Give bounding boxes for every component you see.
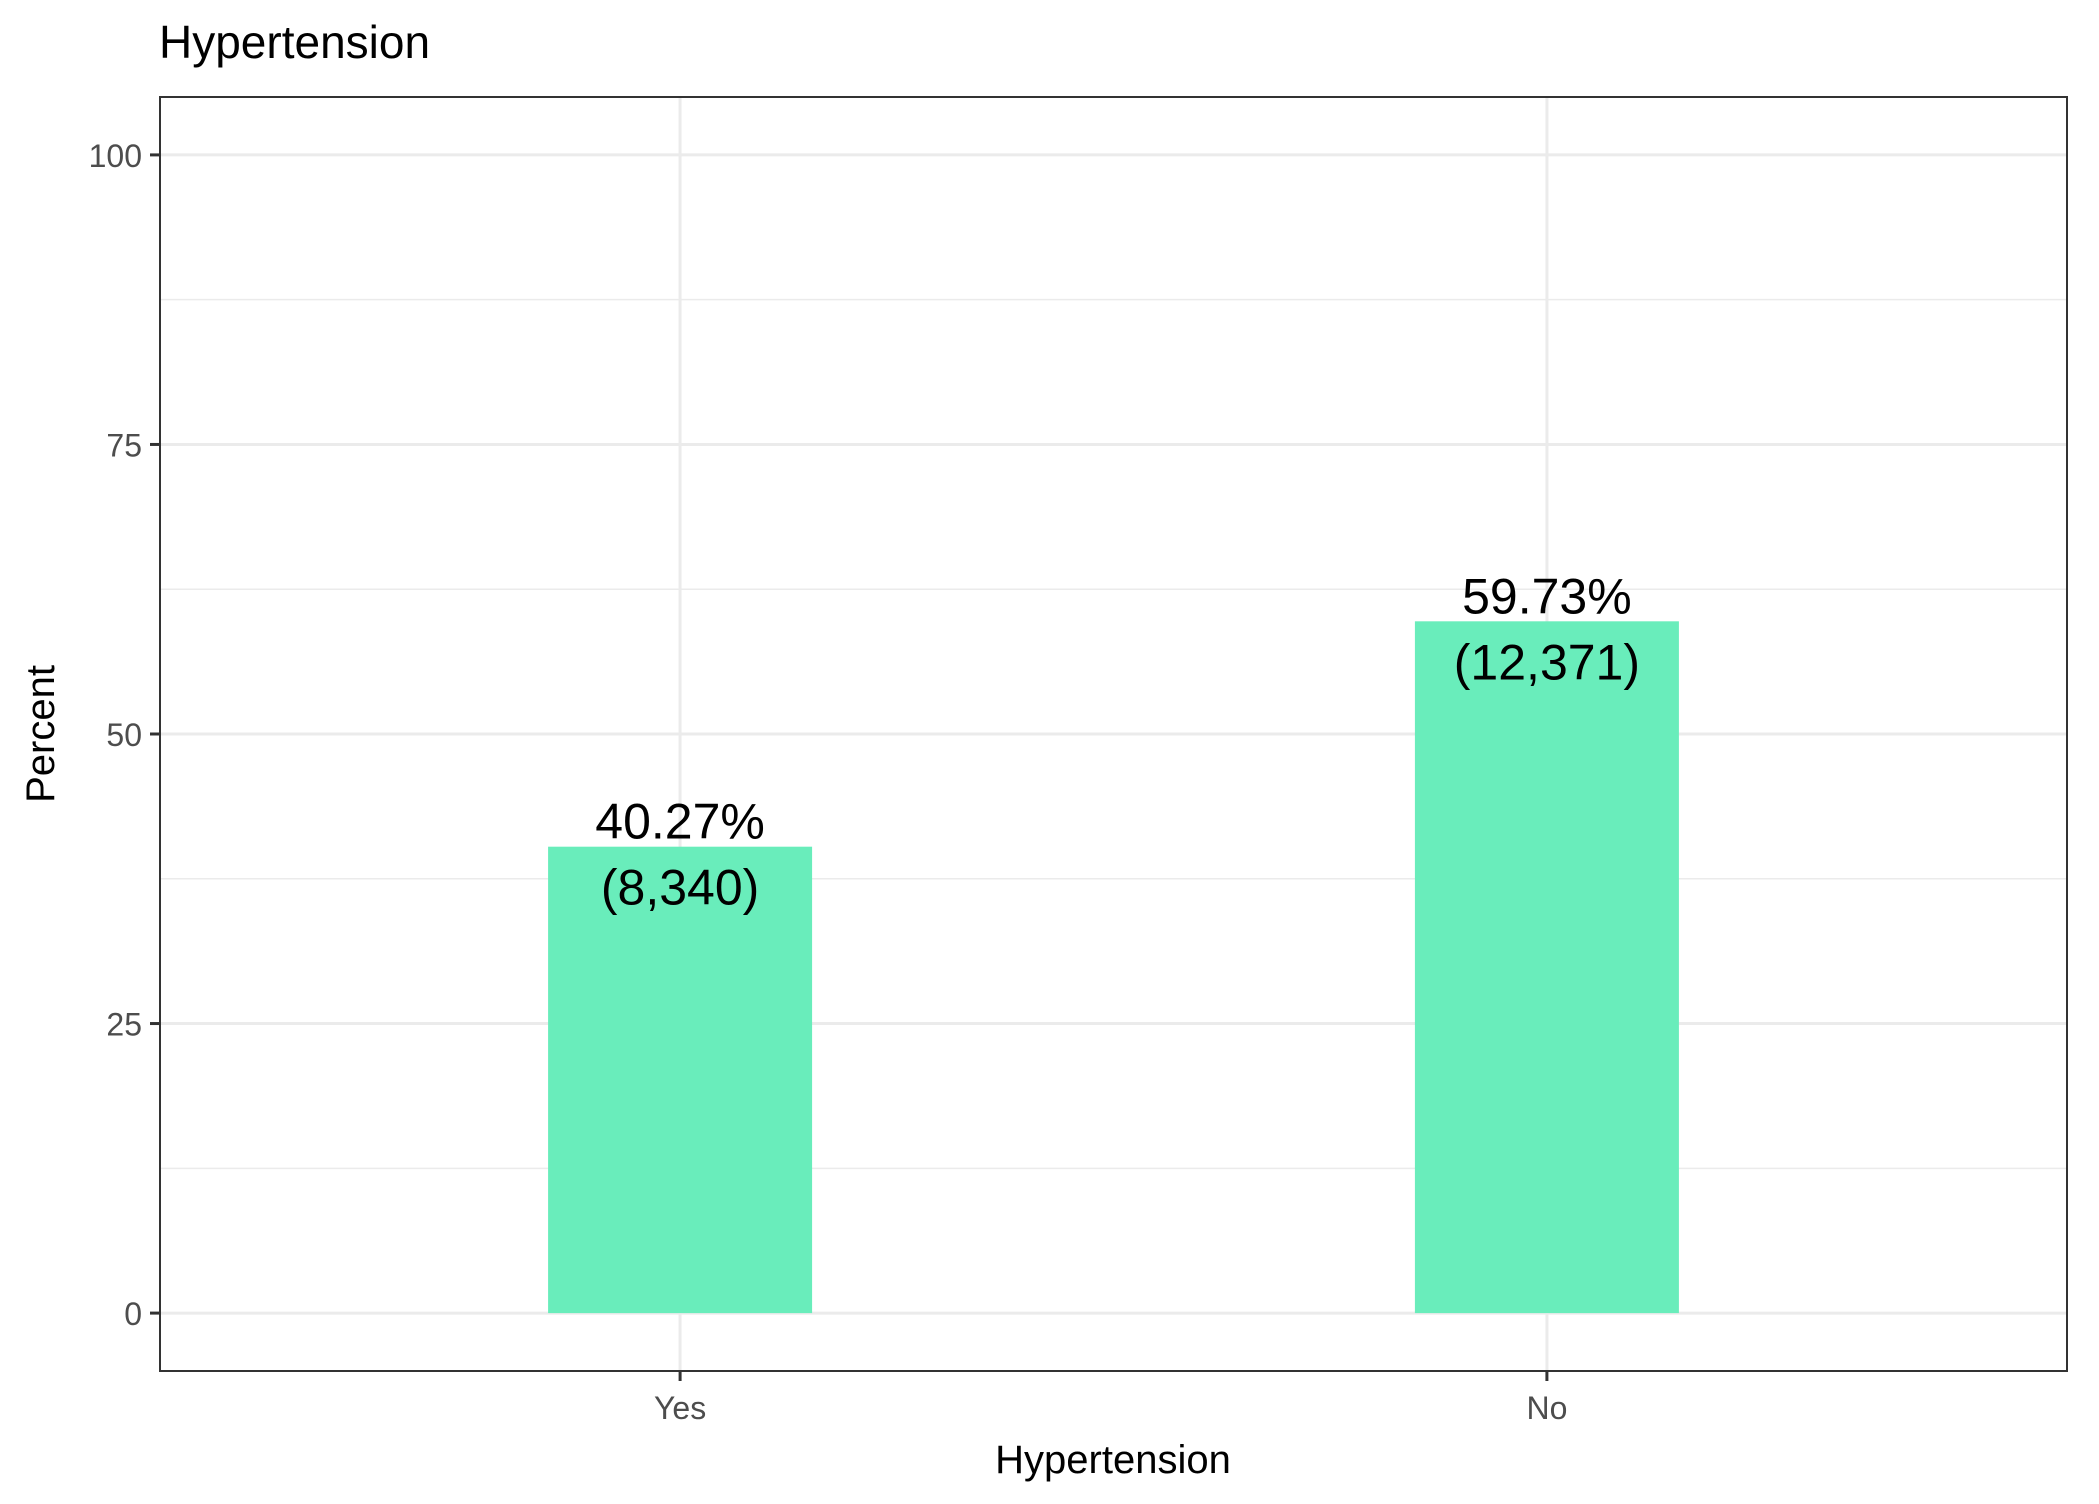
bar-yes [548, 846, 813, 1314]
data-label-count: (12,371) [1454, 634, 1640, 690]
x-axis: Yes No [654, 1371, 1567, 1426]
y-tick-label: 25 [106, 1007, 142, 1043]
data-label-percent: 40.27% [595, 794, 765, 850]
data-labels: 40.27% (8,340) 59.73% (12,371) [595, 568, 1640, 915]
gridlines [160, 97, 2067, 1371]
data-label-count: (8,340) [601, 860, 759, 916]
x-axis-title: Hypertension [995, 1438, 1231, 1482]
bars [548, 621, 1679, 1314]
y-tick-label: 0 [124, 1296, 142, 1332]
y-tick-label: 75 [106, 427, 142, 463]
x-tick-label: No [1526, 1390, 1567, 1426]
bar-no [1414, 621, 1679, 1314]
x-tick-label: Yes [654, 1390, 706, 1426]
data-label-percent: 59.73% [1462, 568, 1632, 624]
y-axis-title: Percent [19, 665, 63, 803]
y-tick-label: 50 [106, 717, 142, 753]
y-tick-label: 100 [89, 138, 142, 174]
y-axis: 0 25 50 75 100 [89, 138, 160, 1332]
chart-title: Hypertension [159, 16, 430, 68]
